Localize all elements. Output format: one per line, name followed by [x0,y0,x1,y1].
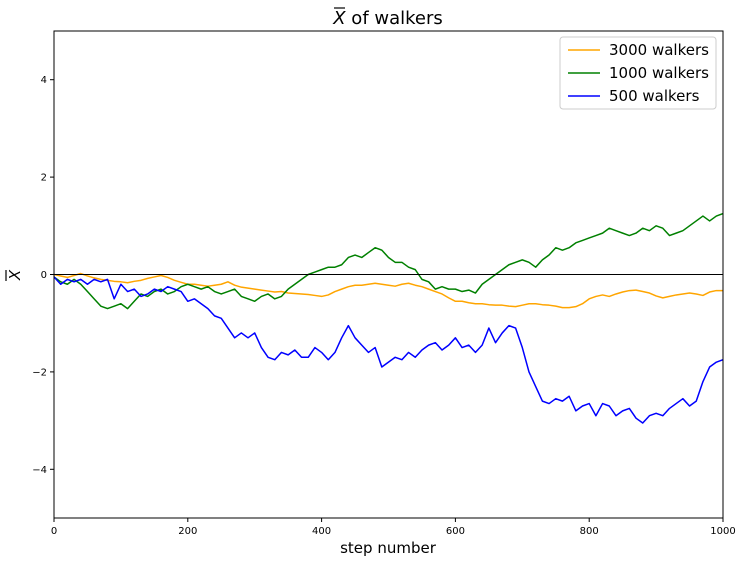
y-tick-label: 4 [41,75,47,86]
y-tick-label: −2 [32,367,47,378]
x-axis-ticks: 0 200 400 600 800 1000 [51,518,736,537]
plot-area [54,212,723,424]
legend-label: 500 walkers [609,87,700,105]
y-axis-ticks: −4 −2 0 2 4 [32,75,54,476]
x-tick-label: 200 [178,526,197,537]
y-axis-label: X [6,269,24,281]
x-tick-label: 400 [312,526,331,537]
x-tick-label: 1000 [710,526,735,537]
legend-box [559,36,717,110]
series-line-1000-walkers [54,212,723,310]
legend: 3000 walkers 1000 walkers 500 walkers [559,36,717,110]
legend-label: 1000 walkers [609,64,709,82]
x-tick-label: 0 [51,526,57,537]
x-tick-label: 600 [446,526,465,537]
chart-title: X of walkers [332,8,443,29]
legend-label: 3000 walkers [609,41,709,59]
x-tick-label: 800 [580,526,599,537]
x-axis-label: step number [340,539,437,557]
y-tick-label: 0 [41,270,47,281]
y-tick-label: 2 [41,173,47,184]
y-tick-label: −4 [32,465,47,476]
chart-title-symbol: X [332,8,346,29]
chart-title-text: of walkers [346,8,443,29]
series-line-3000-walkers [54,272,723,309]
series-line-500-walkers [54,276,723,424]
